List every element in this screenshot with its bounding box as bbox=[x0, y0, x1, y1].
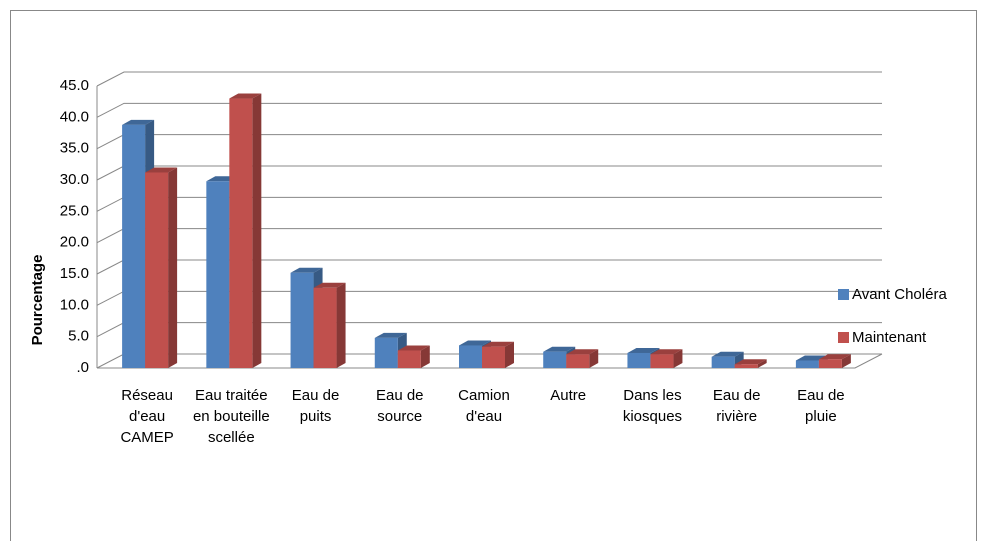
bar-top bbox=[290, 267, 323, 273]
bar-top bbox=[543, 346, 576, 352]
bar-3d bbox=[650, 349, 683, 368]
x-tick-label: Eau de pluie bbox=[797, 387, 845, 425]
bar bbox=[145, 172, 169, 368]
bar-top bbox=[459, 340, 491, 346]
bar bbox=[397, 350, 421, 368]
y-tick-label: 45.0 bbox=[60, 77, 89, 94]
y-tick-label: 25.0 bbox=[60, 202, 89, 219]
bar-top bbox=[313, 282, 346, 288]
bar bbox=[206, 181, 230, 368]
bar bbox=[734, 364, 758, 368]
bar-top bbox=[818, 354, 851, 360]
bar-top bbox=[627, 347, 660, 353]
y-tick-label: 30.0 bbox=[60, 171, 89, 188]
bar-top bbox=[145, 167, 178, 173]
bar bbox=[711, 356, 735, 368]
x-tick-label: Eau de puits bbox=[291, 387, 340, 425]
bar-top bbox=[734, 359, 767, 365]
bar bbox=[566, 354, 590, 368]
y-tick-label: 5.0 bbox=[68, 328, 89, 345]
bar bbox=[482, 346, 505, 368]
floor bbox=[97, 353, 883, 369]
y-tick-label: 10.0 bbox=[60, 296, 89, 313]
legend-label: Avant Choléra bbox=[852, 286, 947, 303]
bar bbox=[313, 287, 337, 368]
y-tick-label: 40.0 bbox=[60, 108, 89, 125]
bar-side bbox=[505, 341, 514, 368]
bar-3d bbox=[482, 341, 514, 368]
bar-3d bbox=[397, 345, 430, 368]
bar-side bbox=[841, 354, 851, 368]
bar-top bbox=[482, 341, 514, 347]
bar-side bbox=[168, 167, 178, 368]
bar-3d bbox=[566, 349, 599, 368]
legend-label: Maintenant bbox=[852, 329, 927, 346]
bar-3d bbox=[145, 167, 178, 368]
x-tick-label: Autre bbox=[550, 387, 587, 404]
bar-top bbox=[374, 332, 407, 338]
y-tick-label: 20.0 bbox=[60, 234, 89, 251]
bar-top bbox=[711, 351, 744, 357]
y-tick-label: .0 bbox=[76, 359, 89, 376]
chart-border bbox=[10, 10, 977, 541]
bar-top bbox=[122, 119, 155, 125]
bar-side bbox=[420, 345, 430, 368]
legend-swatch bbox=[838, 332, 849, 343]
bar bbox=[459, 345, 482, 368]
legend-swatch bbox=[838, 289, 849, 300]
x-tick-label: Dans les kiosques bbox=[622, 387, 683, 425]
bar bbox=[627, 352, 651, 368]
x-tick-label: Camion d'eau bbox=[458, 387, 510, 425]
grid-line bbox=[96, 102, 882, 118]
grid-line bbox=[96, 71, 882, 87]
bar bbox=[122, 124, 146, 368]
bar bbox=[795, 360, 819, 368]
x-tick-label: Réseau d'eau CAMEP bbox=[120, 387, 174, 446]
bar bbox=[290, 272, 314, 368]
bar-side bbox=[336, 282, 346, 368]
bar-top bbox=[650, 349, 683, 355]
x-tick-label: Eau de source bbox=[375, 387, 424, 425]
bar-side bbox=[252, 93, 262, 369]
bar-3d bbox=[229, 93, 262, 369]
x-tick-label: Eau de rivière bbox=[712, 387, 761, 425]
bar-side bbox=[757, 359, 767, 368]
bar-top bbox=[229, 93, 262, 99]
grid-line bbox=[96, 134, 882, 150]
bar-top bbox=[397, 345, 430, 351]
y-tick-label: 15.0 bbox=[60, 265, 89, 282]
x-tick-label: Eau traitée en bouteille scellée bbox=[192, 387, 270, 446]
bar-3d bbox=[734, 359, 767, 368]
bar-top bbox=[566, 349, 599, 355]
y-tick-label: 35.0 bbox=[60, 140, 89, 157]
bar bbox=[229, 98, 253, 369]
bar-side bbox=[589, 349, 599, 368]
bar bbox=[543, 351, 567, 368]
bar bbox=[818, 359, 842, 368]
bar bbox=[374, 337, 398, 368]
bar bbox=[650, 354, 674, 368]
y-axis-label: Pourcentage bbox=[29, 255, 46, 346]
bar-3d bbox=[818, 354, 851, 368]
bar-3d bbox=[313, 282, 346, 368]
bar-side bbox=[673, 349, 683, 368]
